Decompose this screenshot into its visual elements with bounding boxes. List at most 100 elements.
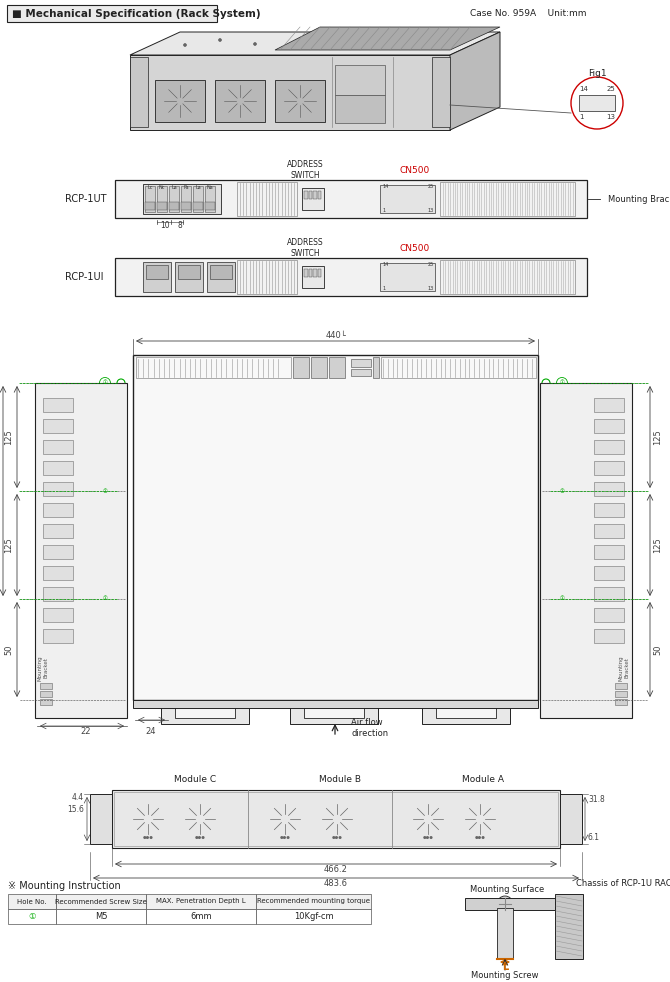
Circle shape: [218, 280, 224, 285]
Circle shape: [437, 114, 445, 122]
Circle shape: [159, 191, 165, 195]
Circle shape: [290, 91, 310, 111]
Circle shape: [611, 99, 613, 101]
Text: 483.6: 483.6: [324, 880, 348, 889]
Text: L: L: [502, 962, 508, 972]
Text: 466.2: 466.2: [324, 865, 348, 875]
Bar: [43, 440, 73, 454]
Text: 10: 10: [160, 221, 170, 230]
Bar: [497, 908, 513, 958]
Text: Mounting
Bracket: Mounting Bracket: [38, 655, 48, 681]
Text: Mounting Surface: Mounting Surface: [470, 885, 544, 894]
Text: Mounting Bracket: Mounting Bracket: [608, 194, 670, 203]
Text: Module A: Module A: [462, 776, 504, 785]
Bar: [440, 182, 575, 216]
Bar: [256, 909, 371, 924]
Circle shape: [178, 797, 222, 841]
Circle shape: [385, 271, 388, 273]
Circle shape: [119, 261, 125, 268]
Bar: [178, 265, 200, 279]
Bar: [115, 258, 587, 296]
Bar: [133, 700, 538, 708]
Circle shape: [394, 199, 397, 202]
Bar: [275, 80, 325, 122]
Circle shape: [399, 271, 402, 273]
Text: 1: 1: [382, 207, 385, 212]
Circle shape: [423, 814, 433, 824]
Circle shape: [607, 105, 609, 107]
Circle shape: [222, 83, 258, 119]
Circle shape: [424, 271, 426, 273]
Bar: [169, 186, 179, 212]
Circle shape: [576, 184, 584, 191]
Circle shape: [119, 286, 125, 293]
Bar: [594, 524, 624, 538]
Bar: [465, 898, 555, 910]
Bar: [594, 587, 624, 601]
Circle shape: [596, 99, 598, 101]
Text: Chassis of RCP-1U RACK: Chassis of RCP-1U RACK: [576, 879, 670, 888]
Bar: [8, 909, 56, 924]
Bar: [43, 566, 73, 580]
Circle shape: [576, 286, 584, 293]
Circle shape: [396, 192, 398, 195]
Text: 125: 125: [5, 537, 13, 553]
Circle shape: [419, 199, 421, 202]
Circle shape: [384, 278, 386, 280]
Bar: [318, 191, 321, 199]
Circle shape: [149, 272, 153, 278]
Circle shape: [406, 192, 409, 195]
Bar: [440, 260, 575, 294]
Bar: [308, 269, 312, 277]
Text: 13: 13: [606, 114, 615, 120]
Circle shape: [387, 278, 389, 280]
Bar: [43, 419, 73, 433]
Circle shape: [147, 191, 153, 195]
Circle shape: [413, 271, 415, 273]
Text: Fig1: Fig1: [588, 69, 606, 78]
Circle shape: [411, 199, 414, 202]
Bar: [43, 629, 73, 643]
Text: 10Kgf-cm: 10Kgf-cm: [293, 912, 333, 921]
Bar: [7, 5, 217, 22]
Polygon shape: [450, 32, 500, 130]
Text: 22: 22: [81, 728, 91, 736]
Circle shape: [126, 194, 136, 204]
Bar: [146, 909, 256, 924]
Circle shape: [580, 99, 582, 101]
Circle shape: [602, 105, 604, 107]
Text: La: La: [171, 185, 177, 190]
Text: Hole No.: Hole No.: [17, 899, 47, 904]
Bar: [594, 440, 624, 454]
Bar: [594, 545, 624, 559]
Bar: [157, 202, 167, 210]
Bar: [615, 699, 627, 705]
Text: 440└: 440└: [325, 332, 346, 341]
Text: Recommended Screw Size: Recommended Screw Size: [55, 899, 147, 904]
Text: RCP-1UI: RCP-1UI: [65, 272, 103, 282]
Bar: [594, 482, 624, 496]
Circle shape: [385, 192, 388, 195]
Bar: [540, 383, 632, 718]
Text: Mounting Screw: Mounting Screw: [471, 971, 539, 980]
Circle shape: [397, 278, 400, 280]
Circle shape: [230, 91, 250, 111]
Bar: [207, 262, 235, 292]
Circle shape: [590, 99, 592, 101]
Circle shape: [604, 105, 606, 107]
Circle shape: [119, 207, 125, 214]
Circle shape: [592, 105, 594, 107]
Circle shape: [419, 278, 421, 280]
Circle shape: [403, 271, 405, 273]
Circle shape: [170, 91, 190, 111]
Circle shape: [424, 192, 426, 195]
Circle shape: [458, 797, 502, 841]
Bar: [422, 700, 510, 724]
Bar: [35, 383, 127, 718]
Circle shape: [321, 803, 353, 835]
Bar: [146, 894, 256, 909]
Bar: [136, 357, 291, 378]
Circle shape: [391, 199, 393, 202]
Polygon shape: [275, 27, 500, 50]
Bar: [40, 691, 52, 697]
